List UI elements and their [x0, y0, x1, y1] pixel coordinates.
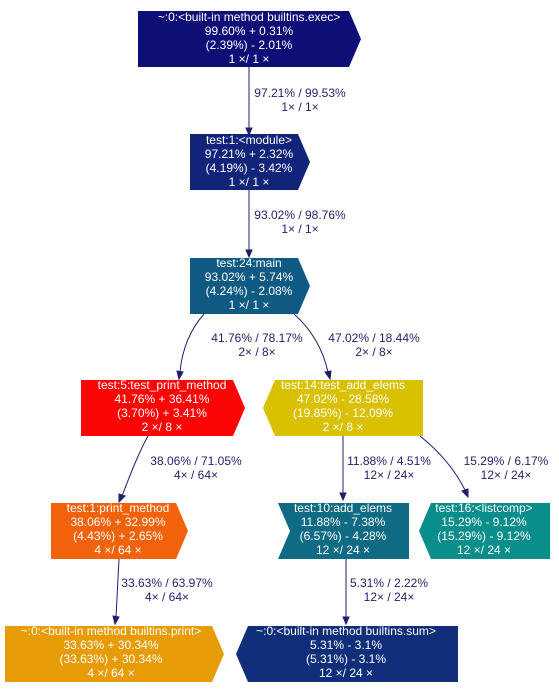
edge-main-tae-calls: 2× / 8× [355, 345, 392, 359]
node-builtins-exec-line2: 99.60% + 0.31% [205, 24, 294, 38]
node-test-add-elems-line2: 47.02% - 28.58% [297, 392, 389, 406]
node-print-method-line2: 38.06% + 32.99% [70, 515, 165, 529]
node-builtins-exec-line3: (2.39%) - 2.01% [206, 38, 293, 52]
node-builtins-print-line4: 4 ×/ 64 × [87, 666, 134, 680]
node-builtins-exec-title: ~:0:<built-in method builtins.exec> [158, 10, 340, 24]
node-main[interactable]: test:24:main 93.02% + 5.74% (4.24%) - 2.… [190, 256, 310, 314]
edge-module-main-calls: 1× / 1× [281, 222, 318, 236]
node-main-title: test:24:main [216, 256, 281, 270]
edge-main-tae-pct: 47.02% / 18.44% [328, 331, 420, 345]
node-main-line3: (4.24%) - 2.08% [206, 284, 293, 298]
edge-pm-print: 33.63% / 63.97% 4× / 64× [112, 558, 213, 626]
node-builtins-exec[interactable]: ~:0:<built-in method builtins.exec> 99.6… [138, 10, 361, 67]
node-print-method-line3: (4.43%) + 2.65% [73, 529, 163, 543]
node-module-line2: 97.21% + 2.32% [205, 147, 294, 161]
node-module-line4: 1 ×/ 1 × [229, 175, 270, 189]
edge-exec-module: 97.21% / 99.53% 1× / 1× [245, 67, 346, 137]
node-builtins-sum-title: ~:0:<built-in method builtins.sum> [256, 624, 436, 638]
node-test-print-method-title: test:5:test_print_method [98, 378, 227, 392]
edge-pm-print-pct: 33.63% / 63.97% [121, 576, 213, 590]
node-add-elems-title: test:10:add_elems [294, 501, 392, 515]
node-module-title: test:1:<module> [206, 133, 292, 147]
node-builtins-sum-line2: 5.31% - 3.1% [310, 638, 382, 652]
node-module[interactable]: test:1:<module> 97.21% + 2.32% (4.19%) -… [190, 133, 310, 190]
node-builtins-sum-shape [236, 626, 458, 682]
node-test-print-method-line4: 2 ×/ 8 × [142, 420, 183, 434]
node-builtins-print-shape [5, 626, 224, 682]
node-module-line3: (4.19%) - 3.42% [206, 161, 293, 175]
edge-module-main: 93.02% / 98.76% 1× / 1× [245, 190, 346, 259]
edge-ae-sum: 5.31% / 2.22% 12× / 24× [342, 559, 428, 626]
node-test-add-elems-title: test:14:test_add_elems [281, 378, 405, 392]
node-builtins-exec-shape [138, 11, 361, 67]
node-test-print-method[interactable]: test:5:test_print_method 41.76% + 36.41%… [81, 378, 245, 436]
node-test-print-method-shape [81, 380, 245, 436]
node-listcomp-shape [419, 503, 550, 559]
node-main-line4: 1 ×/ 1 × [229, 298, 270, 312]
node-add-elems-line3: (6.57%) - 4.28% [300, 529, 387, 543]
node-add-elems-shape [278, 503, 409, 559]
node-listcomp[interactable]: test:16:<listcomp> 15.29% - 9.12% (15.29… [419, 501, 550, 559]
edge-ae-sum-calls: 12× / 24× [364, 590, 415, 604]
edge-exec-module-pct: 97.21% / 99.53% [254, 86, 346, 100]
edge-tae-listcomp: 15.29% / 6.17% 12× / 24× [419, 435, 549, 499]
node-listcomp-line3: (15.29%) - 9.12% [437, 529, 531, 543]
edge-tpm-print-method: 38.06% / 71.05% 4× / 64× [118, 435, 242, 504]
node-print-method[interactable]: test:1:print_method 38.06% + 32.99% (4.4… [51, 501, 188, 559]
edge-main-tpm-pct: 41.76% / 78.17% [211, 331, 303, 345]
edge-exec-module-calls: 1× / 1× [281, 100, 318, 114]
node-test-add-elems-line3: (19.85%) - 12.09% [293, 406, 393, 420]
node-test-print-method-line2: 41.76% + 36.41% [114, 392, 209, 406]
node-builtins-print-line2: 33.63% + 30.34% [63, 638, 158, 652]
edge-main-test-add-elems: 47.02% / 18.44% 2× / 8× [293, 313, 420, 381]
edge-tae-lc-calls: 12× / 24× [481, 468, 532, 482]
node-print-method-shape [51, 503, 188, 559]
node-listcomp-line2: 15.29% - 9.12% [441, 515, 527, 529]
node-listcomp-title: test:16:<listcomp> [435, 501, 532, 515]
node-main-line2: 93.02% + 5.74% [205, 270, 294, 284]
node-builtins-print-line3: (33.63%) + 30.34% [59, 652, 162, 666]
node-test-add-elems[interactable]: test:14:test_add_elems 47.02% - 28.58% (… [263, 378, 423, 436]
edge-main-test-print-method: 41.76% / 78.17% 2× / 8× [176, 313, 303, 381]
node-main-shape [190, 258, 310, 314]
edge-module-main-pct: 93.02% / 98.76% [254, 208, 346, 222]
node-add-elems-line2: 11.88% - 7.38% [301, 515, 386, 529]
node-test-add-elems-shape [263, 380, 423, 436]
node-builtins-sum[interactable]: ~:0:<built-in method builtins.sum> 5.31%… [236, 624, 458, 682]
edge-tae-add-elems: 11.88% / 4.51% 12× / 24× [339, 436, 431, 502]
node-print-method-title: test:1:print_method [67, 501, 170, 515]
edge-tae-ae-calls: 12× / 24× [364, 468, 415, 482]
edge-tae-ae-pct: 11.88% / 4.51% [347, 454, 431, 468]
node-builtins-sum-line3: (5.31%) - 3.1% [306, 652, 386, 666]
edge-ae-sum-pct: 5.31% / 2.22% [350, 576, 428, 590]
node-module-shape [190, 134, 310, 190]
node-builtins-print-title: ~:0:<built-in method builtins.print> [21, 624, 201, 638]
node-print-method-line4: 4 ×/ 64 × [94, 543, 141, 557]
node-test-add-elems-line4: 2 ×/ 8 × [323, 420, 364, 434]
node-builtins-exec-line4: 1 ×/ 1 × [229, 52, 270, 66]
node-add-elems[interactable]: test:10:add_elems 11.88% - 7.38% (6.57%)… [278, 501, 409, 559]
edge-tae-lc-pct: 15.29% / 6.17% [464, 454, 549, 468]
node-builtins-sum-line4: 12 ×/ 24 × [319, 666, 373, 680]
node-listcomp-line4: 12 ×/ 24 × [457, 543, 511, 557]
edge-tpm-pm-pct: 38.06% / 71.05% [150, 454, 242, 468]
node-builtins-print[interactable]: ~:0:<built-in method builtins.print> 33.… [5, 624, 224, 682]
edge-tpm-pm-calls: 4× / 64× [174, 468, 218, 482]
edge-main-tpm-calls: 2× / 8× [238, 345, 275, 359]
node-add-elems-line4: 12 ×/ 24 × [316, 543, 370, 557]
node-test-print-method-line3: (3.70%) + 3.41% [117, 406, 207, 420]
edge-pm-print-calls: 4× / 64× [145, 590, 189, 604]
